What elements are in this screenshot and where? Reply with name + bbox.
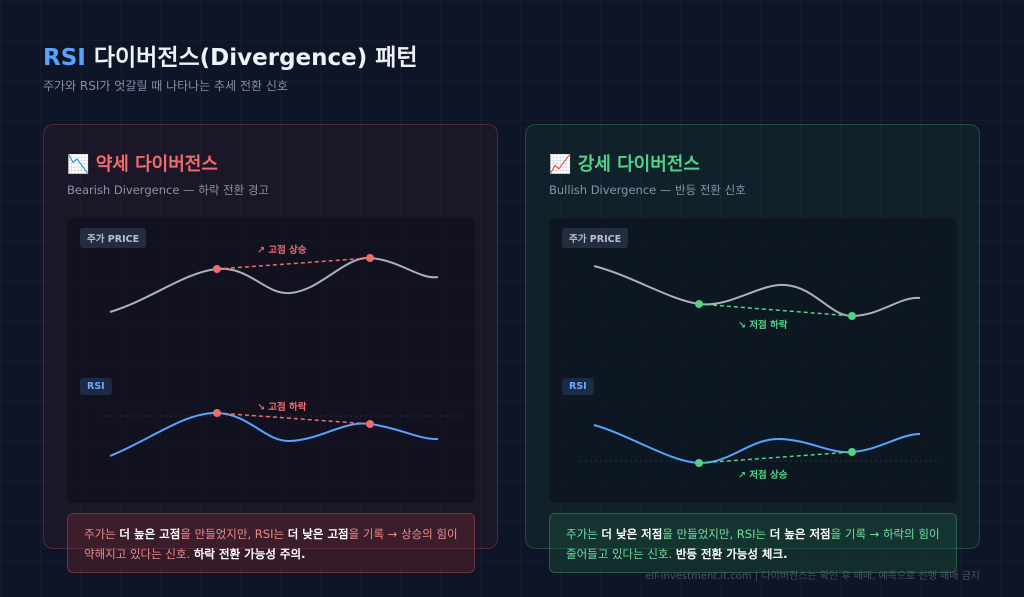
- title-rest: 다이버전스(Divergence) 패턴: [93, 45, 418, 71]
- annotation: ↘ 저점 하락: [738, 320, 788, 331]
- rsi-curve: [109, 411, 439, 457]
- annotation: ↗ 고점 상승: [257, 245, 307, 256]
- subtitle: 주가와 RSI가 엇갈릴 때 나타나는 추세 전환 신호: [43, 79, 288, 93]
- note-strong: 더 낮은 고점: [287, 527, 349, 541]
- note-strong: 더 높은 고점: [119, 527, 181, 541]
- note-text: 을 기록 → 하락의 힘이 줄어들고 있다는 신호.: [566, 527, 940, 561]
- point: [695, 459, 703, 467]
- point: [213, 409, 221, 417]
- note-strong: 더 낮은 저점: [601, 527, 663, 541]
- bearish-curves: [100, 254, 465, 457]
- point: [695, 300, 703, 308]
- note-strong: 하락 전환 가능성 주의.: [193, 547, 306, 561]
- trend-line: [216, 257, 371, 270]
- title-text: 강세 다이버전스: [577, 154, 700, 175]
- rsi-badge: RSI: [80, 378, 112, 395]
- bearish-panel: [43, 124, 498, 549]
- note-text: 을 만들었지만, RSI는: [180, 527, 288, 541]
- price-curve: [593, 265, 921, 318]
- rsi-badge: RSI: [562, 378, 594, 395]
- bullish-panel: [525, 124, 980, 549]
- point: [848, 312, 856, 320]
- note: 주가는 더 낮은 저점을 만들었지만, RSI는 더 높은 저점을 기록 → 하…: [549, 513, 957, 573]
- note-text: 을 만들었지만, RSI는: [662, 527, 770, 541]
- point: [848, 448, 856, 456]
- panel-title: 📈 강세 다이버전스: [549, 150, 700, 176]
- point: [366, 254, 374, 262]
- footer: elf-investment.it.com | 다이버전스는 확인 후 매매, …: [645, 571, 980, 582]
- chart-box: [67, 218, 475, 503]
- price-curve: [109, 256, 439, 313]
- note-text: 주가는: [84, 527, 120, 541]
- trend-line: [698, 451, 853, 464]
- panel-subtitle: Bullish Divergence — 반등 전환 신호: [549, 183, 746, 197]
- icon: 📉: [67, 154, 90, 175]
- note-strong: 더 높은 저점: [769, 527, 831, 541]
- annotation: ↘ 고점 하락: [257, 402, 307, 413]
- panel-subtitle: Bearish Divergence — 하락 전환 경고: [67, 183, 269, 197]
- title: RSI 다이버전스(Divergence) 패턴: [43, 38, 418, 72]
- point: [213, 265, 221, 273]
- trend-line: [216, 412, 371, 425]
- annotation: ↗ 저점 상승: [738, 470, 788, 481]
- bullish-curves: [580, 265, 940, 467]
- price-badge: 주가 PRICE: [80, 228, 147, 248]
- note-strong: 반등 전환 가능성 체크.: [675, 547, 788, 561]
- icon: 📈: [549, 154, 572, 175]
- trend-line: [698, 303, 853, 317]
- note-text: 을 기록 → 상승의 힘이 약해지고 있다는 신호.: [84, 527, 458, 561]
- point: [366, 420, 374, 428]
- note: 주가는 더 높은 고점을 만들었지만, RSI는 더 낮은 고점을 기록 → 상…: [67, 513, 475, 573]
- title-accent: RSI: [43, 45, 86, 71]
- chart-box: [549, 218, 957, 503]
- note-text: 주가는: [566, 527, 602, 541]
- rsi-curve: [593, 424, 921, 465]
- panel-title: 📉 약세 다이버전스: [67, 150, 218, 176]
- title-text: 약세 다이버전스: [95, 154, 218, 175]
- price-badge: 주가 PRICE: [562, 228, 629, 248]
